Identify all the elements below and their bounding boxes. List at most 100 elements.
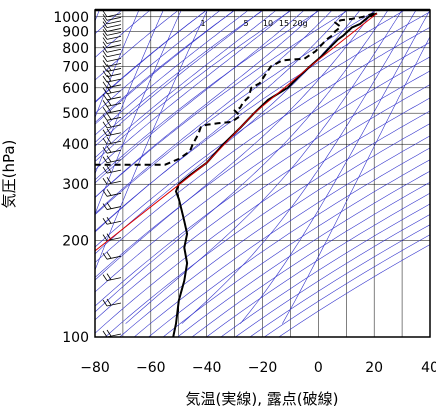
wind-barb <box>102 128 122 137</box>
moist-adiabat <box>282 36 430 324</box>
mixing-ratio-label: 10 <box>263 19 273 28</box>
mixing-ratio-label: 15 <box>279 19 289 28</box>
wind-barb <box>102 46 122 53</box>
mixing-ratio-line <box>95 10 140 119</box>
moist-adiabat <box>95 10 221 114</box>
x-tick-labels: −80 −60 −40 −20 0 20 40 <box>80 360 436 376</box>
wind-barb <box>102 113 122 121</box>
moist-adiabat <box>95 10 389 313</box>
dry-adiabat <box>95 10 179 81</box>
wind-barb <box>102 55 122 62</box>
dry-adiabat <box>162 159 430 337</box>
wind-barb <box>102 145 122 154</box>
y-tick-label: 1000 <box>53 10 89 26</box>
wind-barb <box>102 189 122 197</box>
dry-adiabat <box>95 56 430 293</box>
mixing-ratio-labels: 1 5 10 15 20g <box>200 19 307 28</box>
wind-barb <box>102 165 122 174</box>
mixing-ratio-line <box>95 10 164 175</box>
x-axis-title: 気温(実線), 露点(破線) <box>186 390 339 408</box>
dry-adiabat <box>95 10 406 232</box>
x-tick-label: 20 <box>365 360 383 376</box>
dry-adiabat <box>95 10 349 198</box>
y-tick-label: 800 <box>62 41 89 57</box>
moist-adiabat <box>95 10 305 184</box>
wind-barb <box>102 120 122 129</box>
background-lines <box>95 10 430 337</box>
wind-barb <box>102 69 122 78</box>
moist-adiabat <box>95 10 235 125</box>
wind-barb <box>102 29 122 36</box>
dry-adiabat <box>177 170 430 337</box>
mixing-ratio-label: 1 <box>200 19 205 28</box>
dry-adiabat <box>119 123 430 337</box>
wind-barb <box>102 92 122 101</box>
wind-barb <box>102 155 122 164</box>
dry-adiabat <box>95 97 430 334</box>
dry-adiabat <box>95 11 430 248</box>
moist-adiabat <box>95 10 277 159</box>
dry-adiabat <box>148 147 430 337</box>
dry-adiabat <box>95 10 151 58</box>
x-tick-label: −20 <box>248 360 278 376</box>
y-tick-label: 200 <box>62 234 89 250</box>
series-lines <box>95 12 378 337</box>
dry-adiabat <box>95 10 292 162</box>
dry-adiabat <box>95 10 123 35</box>
temperature-line <box>172 12 378 337</box>
dry-adiabat <box>105 110 430 337</box>
dry-adiabat <box>95 10 264 143</box>
x-tick-label: −80 <box>80 360 110 376</box>
y-tick-label: 300 <box>62 177 89 193</box>
moist-adiabat <box>95 10 207 104</box>
moist-adiabat <box>240 10 430 324</box>
moist-adiabat <box>95 10 375 281</box>
dry-adiabat <box>206 192 430 337</box>
x-tick-label: −60 <box>136 360 166 376</box>
dry-adiabat <box>220 203 430 337</box>
wind-barb <box>102 105 122 114</box>
moist-adiabat <box>95 10 347 233</box>
moist-adiabat <box>95 10 361 255</box>
mixing-ratio-label: 5 <box>243 19 248 28</box>
wind-barb <box>102 60 122 67</box>
dry-adiabat <box>134 135 430 337</box>
wind-barb <box>102 21 122 29</box>
wind-barb <box>102 273 122 282</box>
moist-adiabat <box>125 10 403 324</box>
moist-adiabat <box>95 10 263 147</box>
y-tick-label: 700 <box>62 59 89 75</box>
wind-barb <box>102 136 122 145</box>
parcel-line <box>95 13 378 252</box>
y-tick-label: 400 <box>62 137 89 153</box>
wind-barbs <box>102 10 122 337</box>
y-tick-label: 500 <box>62 106 89 122</box>
dry-adiabat <box>95 27 430 263</box>
dry-adiabat <box>95 70 430 307</box>
wind-barb <box>102 37 122 44</box>
wind-barb <box>102 50 122 58</box>
wind-barb <box>102 202 122 210</box>
y-tick-label: 100 <box>62 330 89 346</box>
x-tick-label: 0 <box>314 360 323 376</box>
wind-barb <box>102 99 122 107</box>
dry-adiabat <box>95 84 430 321</box>
wind-barb <box>102 25 122 32</box>
wind-barb <box>102 298 122 307</box>
dewpoint-line <box>95 12 375 166</box>
moist-adiabat <box>95 10 291 171</box>
moist-adiabat <box>95 10 333 214</box>
mixing-ratio-line <box>95 10 182 215</box>
moist-adiabat <box>95 10 249 136</box>
wind-barb <box>102 41 122 49</box>
wind-barb <box>102 217 122 225</box>
grid-lines <box>94 10 431 338</box>
wind-barb <box>102 10 122 18</box>
dry-adiabat <box>95 10 236 123</box>
dry-adiabat <box>95 10 321 181</box>
wind-barb <box>102 80 122 89</box>
wind-barb <box>102 14 122 21</box>
moist-adiabat <box>181 10 417 324</box>
